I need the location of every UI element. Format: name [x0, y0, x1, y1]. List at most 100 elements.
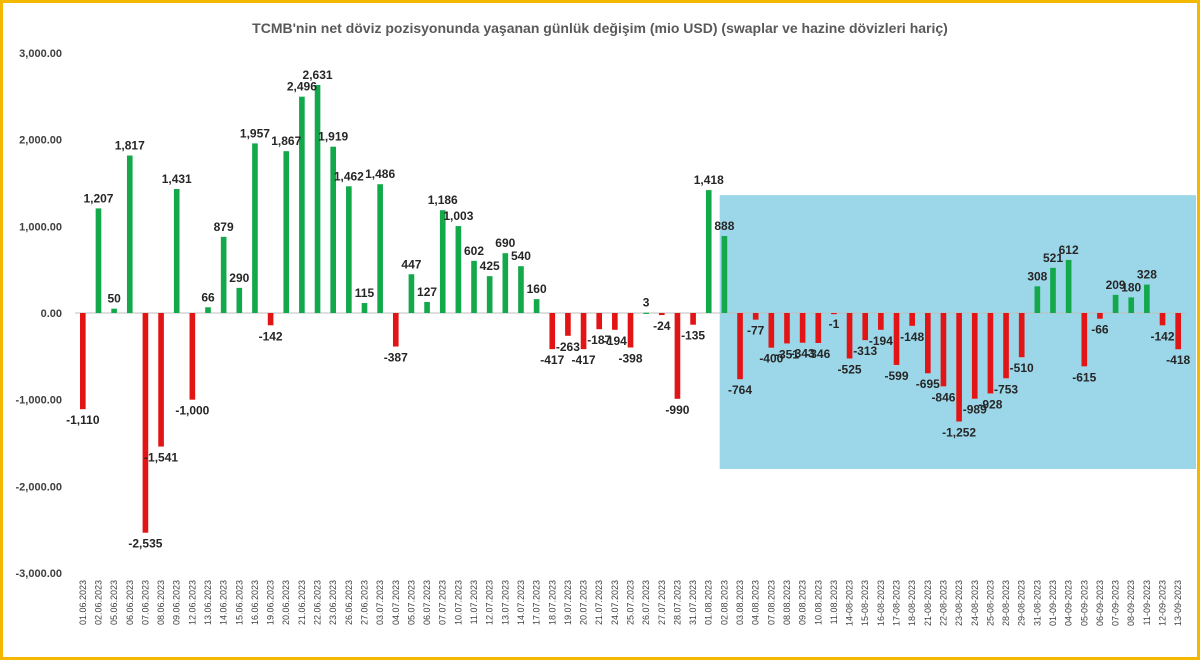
data-label: 1,957 — [240, 126, 270, 140]
x-tick-label: 10.07.2023 — [453, 580, 463, 625]
bar — [486, 276, 493, 313]
bar — [1034, 286, 1041, 313]
x-tick-label: 04.08.2023 — [751, 580, 761, 625]
x-tick-label: 21.07.2023 — [594, 580, 604, 625]
bar — [878, 313, 884, 330]
bar — [1112, 294, 1119, 313]
bar — [1081, 313, 1088, 367]
x-tick-label: 20.07.2023 — [579, 580, 589, 625]
data-label: 602 — [464, 244, 484, 258]
bar — [408, 274, 415, 313]
data-label: -1,000 — [175, 404, 209, 418]
bar — [1128, 297, 1135, 313]
bar — [377, 184, 383, 313]
x-tick-label: 31.07.2023 — [688, 580, 698, 625]
bar — [1003, 313, 1009, 379]
x-tick-label: 18-08-2023 — [907, 580, 917, 626]
y-tick-label: 1,000.00 — [19, 221, 62, 233]
data-label: -418 — [1166, 353, 1190, 367]
y-tick-label: 2,000.00 — [19, 135, 62, 147]
y-tick-label: -1,000.00 — [16, 395, 62, 407]
data-label: 1,418 — [694, 173, 724, 187]
bar — [971, 313, 978, 399]
x-tick-label: 09.06.2023 — [172, 580, 182, 625]
bar — [737, 313, 743, 380]
data-label: -1 — [829, 317, 840, 331]
data-label: 612 — [1059, 243, 1079, 257]
bar — [126, 155, 133, 313]
bar — [940, 313, 947, 387]
data-label: 1,431 — [162, 172, 192, 186]
x-tick-label: 15.06.2023 — [234, 580, 244, 625]
bar — [95, 208, 102, 313]
data-label: 879 — [214, 220, 234, 234]
bar — [643, 312, 649, 314]
x-tick-label: 11.07.2023 — [469, 580, 479, 624]
x-tick-label: 07-09-2023 — [1111, 580, 1121, 626]
data-label: 2,496 — [287, 80, 317, 94]
x-tick-label: 17.07.2023 — [532, 580, 542, 625]
bar — [674, 313, 681, 399]
x-tick-label: 05.07.2023 — [406, 580, 416, 625]
data-label: -599 — [884, 369, 908, 383]
x-tick-label: 06-09-2023 — [1095, 580, 1105, 626]
bars — [80, 84, 1181, 533]
bar — [987, 313, 994, 394]
bar — [1065, 259, 1072, 313]
data-label: -1,110 — [66, 413, 100, 427]
data-label: 2,631 — [303, 68, 333, 82]
data-labels: -1,110 1,207 50 1,817 -2,535 -1,541 1,431 -1,00… — [66, 68, 1190, 551]
data-label: -135 — [681, 329, 705, 343]
bar — [768, 313, 775, 348]
data-label: -346 — [806, 347, 830, 361]
x-tick-label: 25-08-2023 — [985, 580, 995, 626]
bar — [1144, 284, 1150, 313]
y-tick-label: -2,000.00 — [16, 481, 62, 493]
bar — [471, 260, 477, 313]
x-tick-label: 10.08.2023 — [813, 580, 823, 625]
data-label: 3 — [643, 296, 650, 310]
data-label: -510 — [1010, 361, 1034, 375]
bar — [299, 96, 305, 314]
x-tick-label: 28-08-2023 — [1001, 580, 1011, 626]
data-label: 160 — [527, 282, 547, 296]
bar — [612, 313, 618, 330]
data-label: 115 — [355, 286, 375, 300]
x-tick-label: 12-09-2023 — [1158, 580, 1168, 626]
bar — [346, 186, 352, 313]
data-label: 1,462 — [334, 169, 364, 183]
x-tick-label: 24.07.2023 — [610, 580, 620, 625]
x-tick-label: 02.08.2023 — [719, 580, 729, 625]
x-tick-label: 13.07.2023 — [500, 580, 510, 625]
x-tick-label: 12.06.2023 — [187, 580, 197, 625]
x-tick-label: 25.07.2023 — [626, 580, 636, 625]
x-tick-label: 01.06.2023 — [78, 580, 88, 625]
data-label: 308 — [1027, 269, 1047, 283]
x-tick-label: 08-09-2023 — [1126, 580, 1136, 626]
x-tick-label: 08.08.2023 — [782, 580, 792, 625]
bar — [549, 313, 556, 350]
x-tick-label: 05.06.2023 — [109, 580, 119, 625]
data-label: -417 — [540, 353, 564, 367]
data-label: 1,207 — [83, 191, 113, 205]
bar — [690, 313, 696, 325]
bar — [752, 313, 759, 320]
bar — [862, 313, 869, 341]
data-label: -194 — [869, 334, 893, 348]
bar — [455, 226, 462, 313]
data-label: -989 — [963, 403, 987, 417]
x-tick-label: 05-09-2023 — [1079, 580, 1089, 626]
y-axis: 3,000.00 2,000.00 1,000.00 0.00 -1,000.00 -2,… — [16, 48, 62, 580]
bar — [815, 313, 822, 343]
data-label: -187 — [587, 333, 611, 347]
data-label: 1,186 — [428, 193, 458, 207]
chart-title: TCMB'nin net döviz pozisyonunda yaşanan … — [252, 20, 948, 36]
x-tick-label: 04-09-2023 — [1064, 580, 1074, 626]
x-tick-label: 03.08.2023 — [735, 580, 745, 625]
data-label: -417 — [572, 353, 596, 367]
x-tick-label: 19.07.2023 — [563, 580, 573, 625]
bar — [252, 143, 258, 313]
data-label: -66 — [1091, 323, 1109, 337]
bar — [361, 303, 368, 313]
data-label: 447 — [401, 257, 421, 271]
